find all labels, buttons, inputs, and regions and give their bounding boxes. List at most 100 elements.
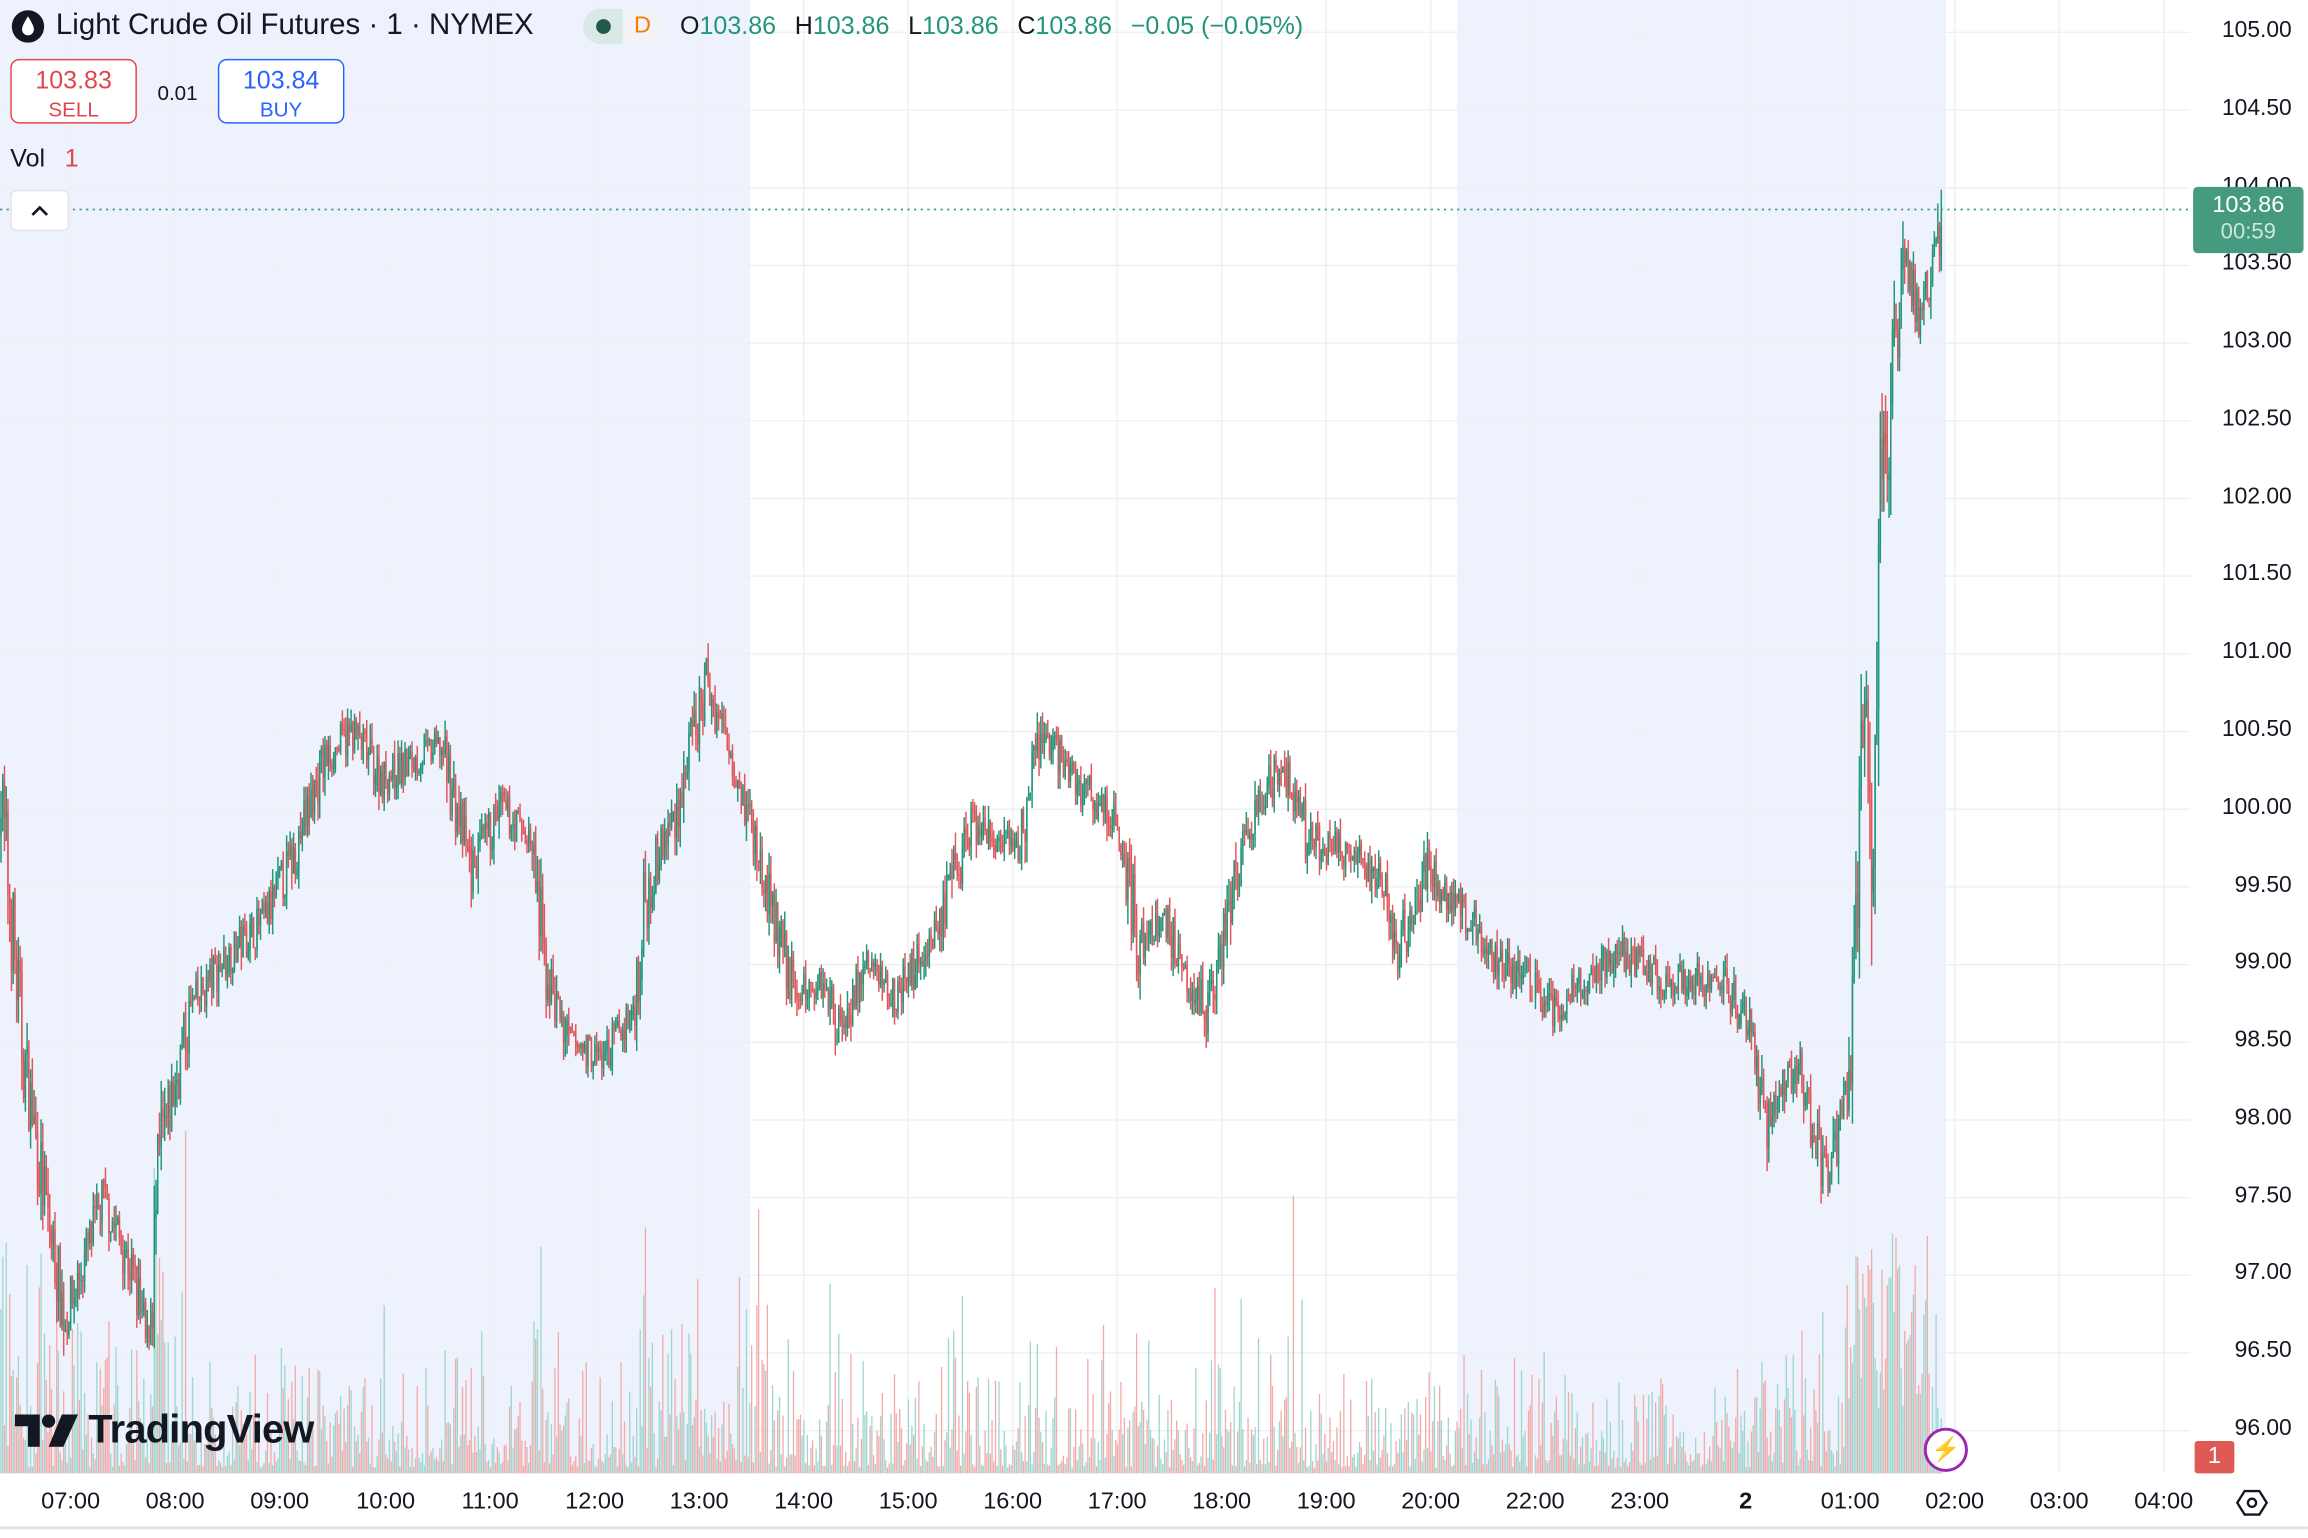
tradingview-logo[interactable]: TradingView — [14, 1407, 314, 1453]
candle-body — [966, 834, 969, 839]
candle-body — [420, 769, 422, 772]
candle-body — [1686, 986, 1688, 997]
volume-bar — [1160, 1458, 1162, 1474]
candle-body — [592, 1062, 594, 1067]
volume-bar — [911, 1425, 913, 1474]
candle-body — [127, 1249, 129, 1275]
volume-bar — [1762, 1382, 1765, 1474]
volume-bar — [1216, 1434, 1218, 1474]
volume-bar — [160, 1320, 162, 1474]
candle-body — [625, 1005, 628, 1041]
candle-body — [813, 991, 816, 999]
candle-body — [1917, 289, 1920, 336]
volume-bar — [219, 1462, 222, 1474]
candle-body — [1635, 948, 1638, 977]
candle-body — [157, 1135, 159, 1211]
volume-bar — [488, 1460, 490, 1474]
candle-body — [96, 1194, 98, 1209]
candle-body — [686, 771, 688, 775]
candle-body — [294, 847, 297, 876]
candle-body — [73, 1297, 75, 1305]
volume-bar — [1385, 1408, 1387, 1474]
symbol-title[interactable]: Light Crude Oil Futures · 1 · NYMEX — [55, 8, 534, 42]
candle-body — [454, 778, 457, 832]
candle-body — [1240, 848, 1242, 887]
candle-body — [231, 969, 234, 975]
volume-bar — [1318, 1394, 1321, 1474]
volume-bar — [791, 1454, 793, 1474]
candle-body — [804, 973, 807, 999]
volume-bar — [1252, 1435, 1254, 1474]
candle-body — [1534, 972, 1537, 999]
volume-bar — [212, 1417, 215, 1474]
candle-body — [792, 959, 795, 972]
candle-body — [564, 1035, 567, 1043]
candle-body — [1026, 798, 1028, 842]
candle-body — [801, 992, 803, 1002]
candle-body — [1414, 898, 1417, 922]
volume-bar — [451, 1464, 453, 1474]
volume-bar — [555, 1436, 558, 1474]
candle-body — [874, 963, 877, 967]
volume-bar — [818, 1419, 821, 1474]
volume-bar — [914, 1397, 917, 1474]
candle-body — [1290, 792, 1293, 796]
volume-bar — [780, 1454, 782, 1474]
volume-bar — [101, 1405, 103, 1474]
volume-bar — [411, 1448, 413, 1474]
candle-body — [876, 963, 878, 972]
volume-bar — [1043, 1463, 1045, 1474]
collapse-legend-button[interactable] — [10, 189, 70, 232]
volume-bar — [846, 1466, 849, 1474]
volume-bar — [1229, 1422, 1232, 1474]
candle-body — [348, 724, 351, 732]
candle-body — [1214, 994, 1216, 1000]
candle-body — [923, 960, 925, 967]
volume-bar — [801, 1435, 803, 1474]
volume-bar — [343, 1408, 345, 1474]
candle-body — [1438, 882, 1441, 905]
candle-body — [245, 929, 248, 958]
volume-bar — [557, 1332, 560, 1474]
volume-bar — [1907, 1339, 1909, 1474]
volume-bar — [454, 1358, 457, 1474]
candle-body — [247, 950, 250, 958]
candle-body — [1780, 1087, 1782, 1096]
volume-bar — [111, 1466, 114, 1474]
candle-body — [345, 730, 347, 757]
candle-body — [1848, 1069, 1850, 1111]
market-status-badge[interactable]: D — [582, 8, 663, 45]
volume-legend-label[interactable]: Vol — [10, 144, 46, 173]
volume-bar — [942, 1465, 944, 1474]
candle-body — [590, 1040, 593, 1067]
volume-bar — [1858, 1309, 1861, 1474]
candle-body — [1546, 997, 1549, 1007]
candle-body — [1094, 802, 1096, 810]
candle-body — [1155, 914, 1157, 940]
lightning-icon[interactable]: ⚡ — [1923, 1427, 1968, 1472]
volume-bar — [1712, 1435, 1714, 1474]
volume-bar — [665, 1436, 667, 1474]
volume-bar — [1648, 1395, 1650, 1474]
candle-body — [1834, 1131, 1836, 1140]
candle-body — [1573, 975, 1575, 988]
candle-body — [1177, 943, 1180, 966]
volume-bar — [242, 1424, 244, 1474]
sell-button[interactable]: 103.83 SELL — [10, 58, 137, 124]
volume-bar — [143, 1378, 145, 1474]
settings-icon[interactable] — [2235, 1487, 2269, 1527]
candle-body — [122, 1250, 124, 1274]
volume-bar — [1181, 1460, 1183, 1474]
volume-bar — [225, 1465, 227, 1474]
volume-bar — [1442, 1455, 1444, 1474]
volume-bar — [59, 1452, 61, 1474]
volume-bar — [721, 1424, 723, 1474]
volume-bar — [331, 1456, 333, 1474]
time-tick-label: 2 — [1739, 1489, 1753, 1515]
candle-body — [1602, 947, 1605, 959]
candle-body — [1362, 857, 1364, 863]
buy-button[interactable]: 103.84 BUY — [217, 58, 345, 124]
volume-bar — [1461, 1448, 1463, 1474]
candle-body — [1020, 809, 1023, 859]
